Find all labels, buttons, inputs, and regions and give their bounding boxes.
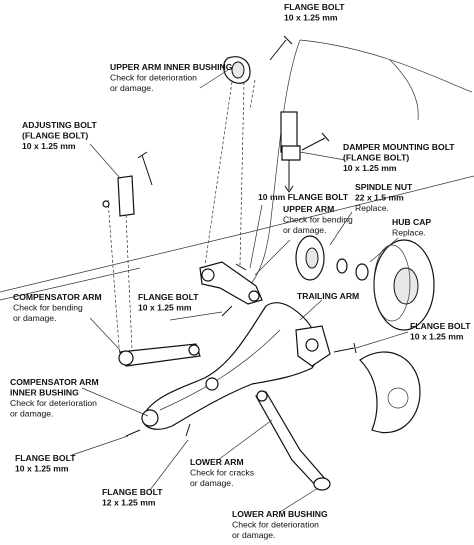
label-note: Check for bending <box>283 215 353 225</box>
callout-label: ADJUSTING BOLT(FLANGE BOLT)10 x 1.25 mm <box>22 120 98 151</box>
label-title: INNER BUSHING <box>10 388 79 398</box>
label-title: FLANGE BOLT <box>102 487 163 497</box>
label-note: Replace. <box>392 228 426 238</box>
label-title: 22 x 1.5 mm <box>355 193 404 203</box>
label-title: 10 x 1.25 mm <box>410 332 464 342</box>
label-title: (FLANGE BOLT) <box>22 131 88 141</box>
label-title: DAMPER MOUNTING BOLT <box>343 142 455 152</box>
label-note: Replace. <box>355 203 389 213</box>
label-note: Check for bending <box>13 303 83 313</box>
label-note: Check for deterioration <box>10 398 97 408</box>
label-title: (FLANGE BOLT) <box>343 153 409 163</box>
label-title: LOWER ARM <box>190 457 244 467</box>
label-title: 12 x 1.25 mm <box>102 498 156 508</box>
label-title: HUB CAP <box>392 217 431 227</box>
label-note: or damage. <box>232 530 275 540</box>
label-note: or damage. <box>283 225 326 235</box>
callout-label: DAMPER MOUNTING BOLT(FLANGE BOLT)10 x 1.… <box>343 142 455 173</box>
label-title: FLANGE BOLT <box>138 292 199 302</box>
label-title: FLANGE BOLT <box>15 453 76 463</box>
label-title: UPPER ARM <box>283 204 334 214</box>
label-title: 10 x 1.25 mm <box>22 141 76 151</box>
label-title: LOWER ARM BUSHING <box>232 509 328 519</box>
label-note: or damage. <box>10 409 53 419</box>
label-title: 10 x 1.25 mm <box>15 464 69 474</box>
label-note: or damage. <box>190 478 233 488</box>
label-title: FLANGE BOLT <box>410 321 471 331</box>
label-note: or damage. <box>13 313 56 323</box>
label-note: Check for cracks <box>190 468 254 478</box>
label-title: SPINDLE NUT <box>355 182 413 192</box>
label-note: or damage. <box>110 83 153 93</box>
callout-label: TRAILING ARM <box>297 291 359 301</box>
label-title: 10 mm FLANGE BOLT <box>258 192 349 202</box>
label-title: 10 x 1.25 mm <box>138 303 192 313</box>
label-title: COMPENSATOR ARM <box>10 377 99 387</box>
label-title: TRAILING ARM <box>297 291 359 301</box>
callout-label: 10 mm FLANGE BOLT <box>258 192 349 202</box>
label-title: COMPENSATOR ARM <box>13 292 102 302</box>
label-title: UPPER ARM INNER BUSHING <box>110 62 233 72</box>
label-note: Check for deterioration <box>110 73 197 83</box>
label-title: 10 x 1.25 mm <box>284 13 338 23</box>
label-title: 10 x 1.25 mm <box>343 163 397 173</box>
label-note: Check for deterioration <box>232 520 319 530</box>
line-art <box>0 35 474 513</box>
label-title: FLANGE BOLT <box>284 2 345 12</box>
label-title: ADJUSTING BOLT <box>22 120 98 130</box>
